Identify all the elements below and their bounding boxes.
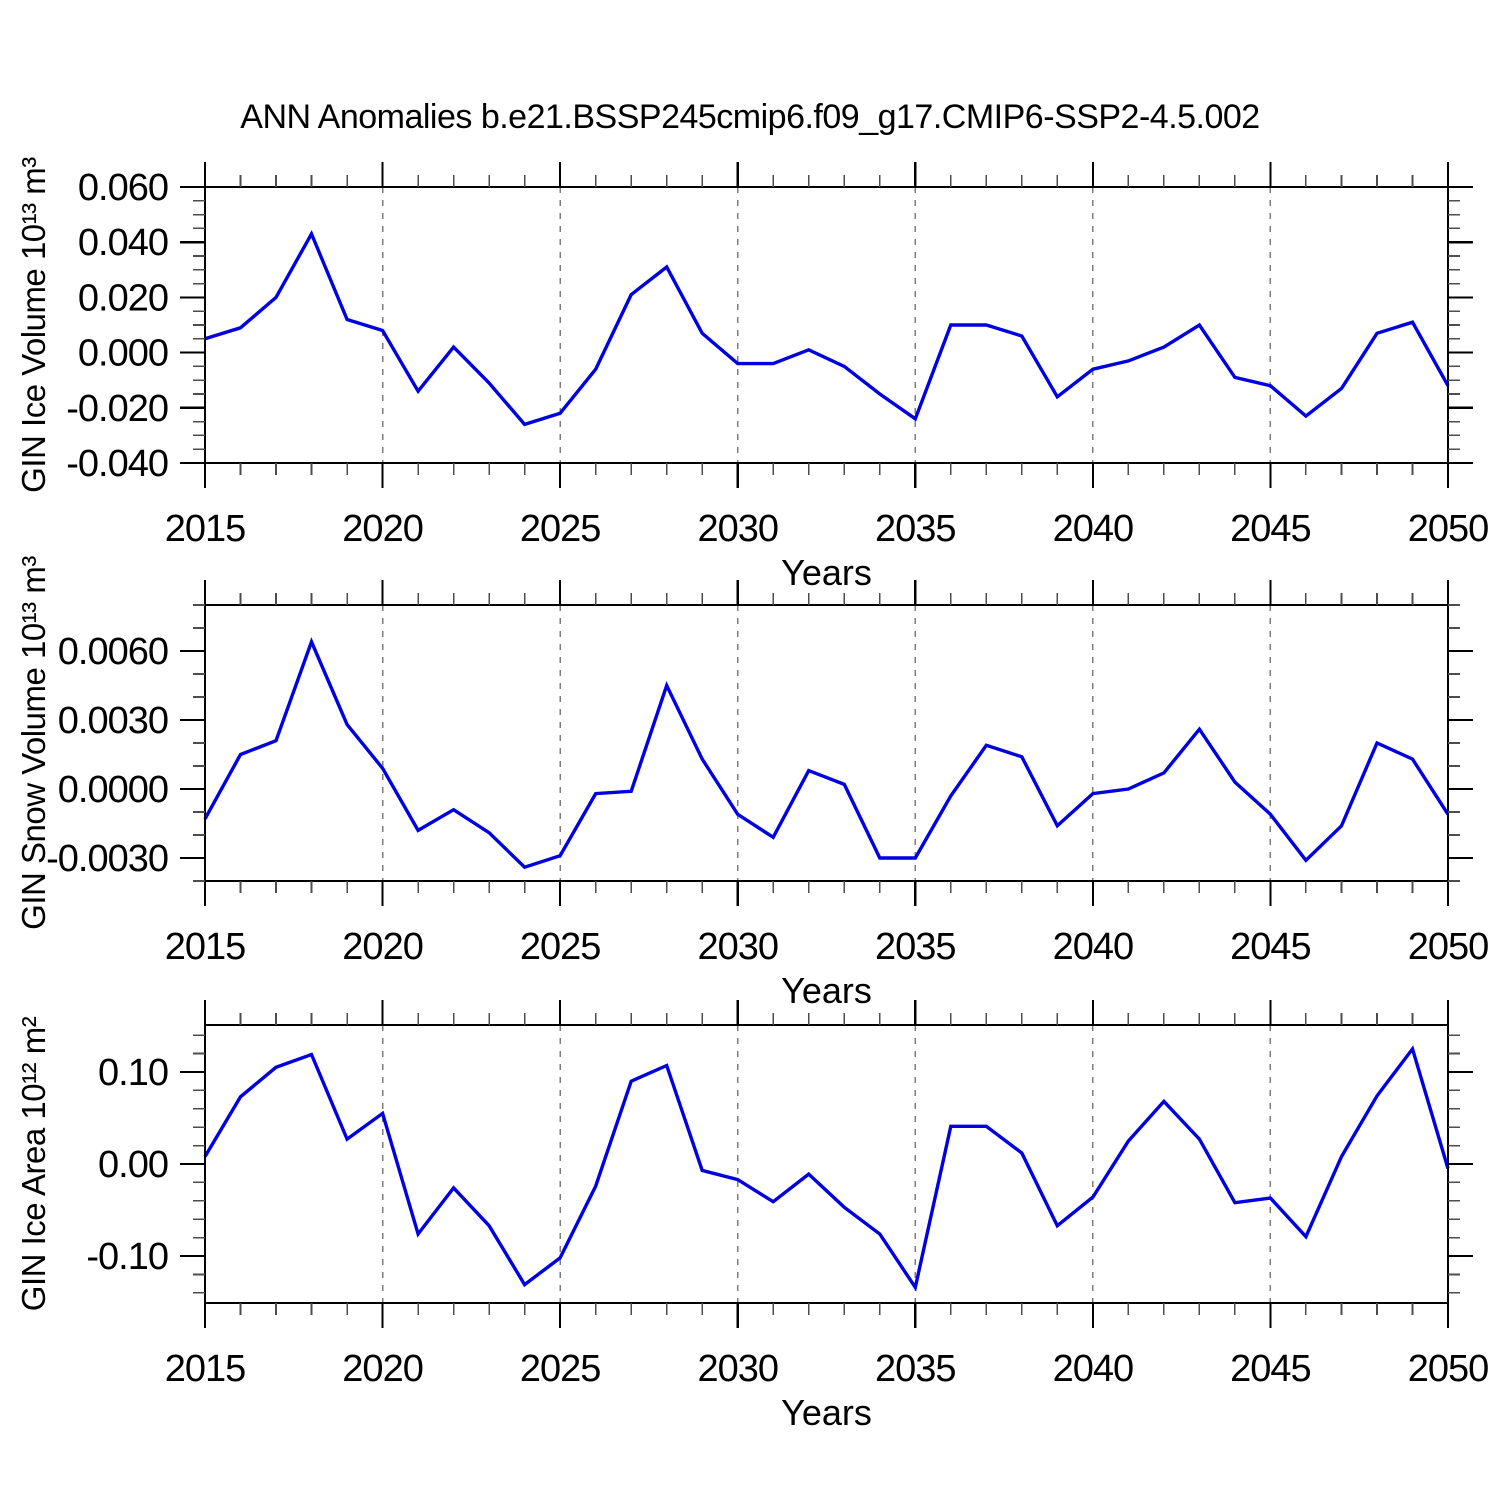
svg-text:0.000: 0.000	[78, 333, 168, 375]
svg-text:2050: 2050	[1408, 508, 1489, 550]
svg-text:0.060: 0.060	[78, 167, 168, 209]
svg-text:0.0060: 0.0060	[58, 631, 168, 673]
svg-text:-0.0030: -0.0030	[46, 838, 168, 880]
svg-text:2020: 2020	[342, 508, 423, 550]
panel-3: 2015 2020 2025 2030 2035 2040 2045 2050 Years 0.1…	[86, 1000, 1489, 1433]
svg-text:2035: 2035	[875, 1348, 956, 1390]
svg-text:0.0030: 0.0030	[58, 700, 168, 742]
svg-text:-0.040: -0.040	[66, 443, 168, 485]
svg-text:Years: Years	[781, 1392, 872, 1433]
figure-title: ANN Anomalies b.e21.BSSP245cmip6.f09_g17…	[240, 98, 1260, 136]
svg-text:0.040: 0.040	[78, 222, 168, 264]
svg-text:2015: 2015	[165, 926, 246, 968]
svg-text:2025: 2025	[520, 508, 601, 550]
svg-text:2050: 2050	[1408, 1348, 1489, 1390]
svg-text:2035: 2035	[875, 508, 956, 550]
svg-text:2045: 2045	[1230, 508, 1311, 550]
svg-text:2030: 2030	[697, 1348, 778, 1390]
svg-text:2045: 2045	[1230, 1348, 1311, 1390]
svg-text:0.0000: 0.0000	[58, 769, 168, 811]
svg-text:2035: 2035	[875, 926, 956, 968]
svg-text:2040: 2040	[1053, 508, 1134, 550]
svg-text:2015: 2015	[165, 508, 246, 550]
svg-text:2020: 2020	[342, 1348, 423, 1390]
panel-2: 2015 2020 2025 2030 2035 2040 2045 2050 Years 0.0…	[46, 580, 1489, 1011]
svg-text:2025: 2025	[520, 926, 601, 968]
svg-text:0.00: 0.00	[98, 1144, 168, 1186]
svg-text:2030: 2030	[697, 508, 778, 550]
svg-text:2045: 2045	[1230, 926, 1311, 968]
svg-text:2015: 2015	[165, 1348, 246, 1390]
data-line	[203, 1045, 1450, 1292]
svg-text:2050: 2050	[1408, 926, 1489, 968]
y-axis-label-ice-area: GIN Ice Area 10¹² m²	[15, 1016, 52, 1312]
data-line	[204, 230, 1450, 427]
data-line	[203, 637, 1450, 870]
svg-text:Years: Years	[781, 970, 872, 1011]
svg-text:0.020: 0.020	[78, 277, 168, 319]
svg-text:Years: Years	[781, 552, 872, 593]
y-axis-label-ice-volume: GIN Ice Volume 10¹³ m³	[15, 157, 52, 493]
svg-text:-0.020: -0.020	[66, 388, 168, 430]
svg-text:0.10: 0.10	[98, 1052, 168, 1094]
panel-1: 2015 2020 2025 2030 2035 2040 2045 2050 Years 0.0…	[66, 162, 1489, 593]
y-axis-label-snow-volume: GIN Snow Volume 10¹³ m³	[15, 556, 52, 930]
svg-text:2040: 2040	[1053, 1348, 1134, 1390]
svg-text:2030: 2030	[697, 926, 778, 968]
svg-text:-0.10: -0.10	[86, 1236, 168, 1278]
svg-text:2040: 2040	[1053, 926, 1134, 968]
svg-text:2020: 2020	[342, 926, 423, 968]
svg-text:2025: 2025	[520, 1348, 601, 1390]
